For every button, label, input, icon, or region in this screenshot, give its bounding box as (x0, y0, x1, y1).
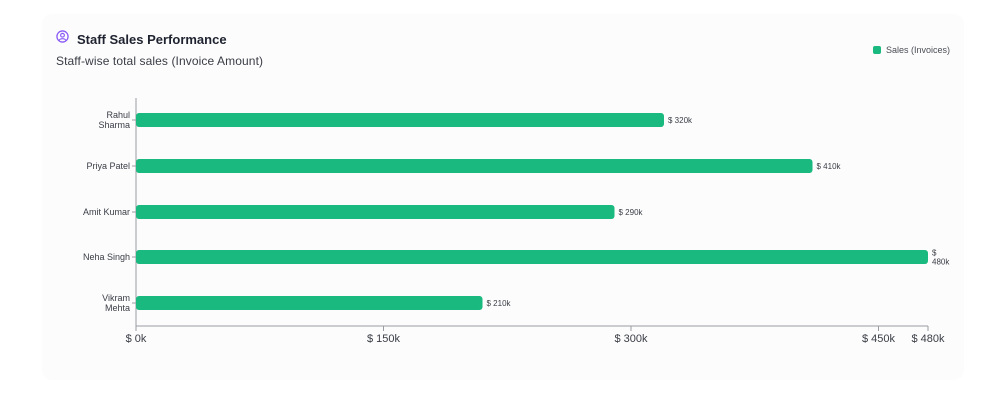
data-label: $480k (932, 249, 950, 267)
y-tick-label: Priya Patel (86, 161, 130, 171)
y-tick-label: Amit Kumar (83, 207, 130, 217)
card-header: Staff Sales Performance (56, 30, 227, 48)
bar (136, 250, 928, 264)
chart-legend[interactable]: Sales (Invoices) (872, 45, 950, 55)
chart-title: Staff Sales Performance (77, 31, 227, 47)
x-tick-label: $ 0k (126, 333, 147, 345)
chart-subtitle: Staff-wise total sales (Invoice Amount) (56, 54, 264, 68)
data-label: $ 290k (619, 208, 644, 217)
legend-swatch (872, 46, 881, 54)
legend-label: Sales (Invoices) (885, 45, 950, 55)
data-label: $ 320k (668, 116, 693, 125)
y-tick-label: Vikram Mehta (102, 293, 130, 313)
data-label: $ 410k (817, 162, 842, 171)
bar (136, 159, 813, 173)
x-tick-label: $ 450k (862, 333, 896, 345)
x-tick-label: $ 300k (614, 333, 648, 345)
x-tick-label: $ 150k (367, 333, 401, 345)
y-tick-label: Neha Singh (83, 252, 130, 262)
x-tick-label: $ 480k (911, 333, 945, 345)
chart-card: Staff Sales Performance Staff-wise total… (42, 14, 964, 380)
data-label: $ 210k (487, 299, 512, 308)
user-circle-icon (56, 30, 69, 48)
bar (136, 113, 664, 127)
bar (136, 296, 483, 310)
bar (136, 205, 615, 219)
y-tick-label: Rahul Sharma (98, 110, 130, 130)
